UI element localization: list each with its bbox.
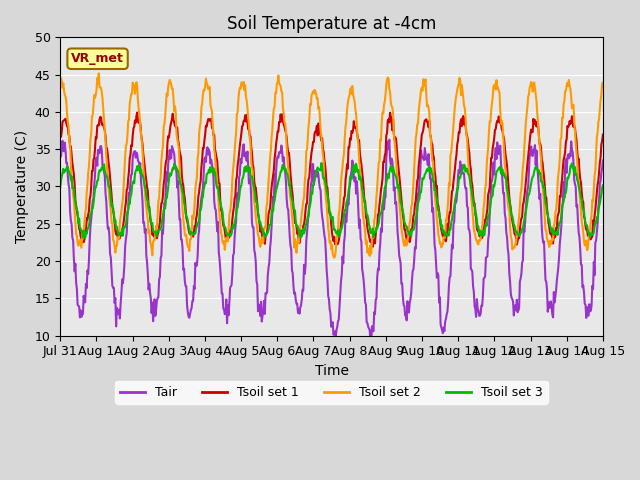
Tsoil set 2 [67, 141, 74, 147]
Tair [206, 150, 214, 156]
Tsoil set 1 [207, 117, 214, 122]
Tsoil set 2 [330, 255, 338, 261]
Tair [56, 155, 64, 160]
Tair [177, 237, 185, 242]
Tsoil set 1 [122, 200, 130, 205]
Tsoil set 3 [56, 184, 64, 190]
Tsoil set 1 [399, 212, 407, 218]
Tsoil set 2 [95, 71, 102, 76]
Tsoil set 1 [133, 109, 141, 115]
Tair [385, 137, 393, 143]
Line: Tsoil set 3: Tsoil set 3 [60, 163, 603, 238]
Tair [399, 294, 407, 300]
Legend: Tair, Tsoil set 1, Tsoil set 2, Tsoil set 3: Tair, Tsoil set 1, Tsoil set 2, Tsoil se… [115, 381, 548, 404]
Tsoil set 3 [81, 235, 89, 240]
Tsoil set 3 [207, 164, 214, 170]
Line: Tair: Tair [60, 140, 603, 345]
Tsoil set 3 [415, 198, 422, 204]
Tsoil set 1 [56, 133, 64, 139]
Tair [415, 192, 422, 198]
Tsoil set 3 [317, 160, 325, 166]
Tsoil set 3 [123, 215, 131, 221]
Tair [67, 208, 74, 214]
Tsoil set 3 [67, 172, 74, 178]
Tsoil set 2 [599, 80, 607, 85]
Tsoil set 2 [123, 141, 131, 146]
Tsoil set 2 [415, 108, 422, 114]
Line: Tsoil set 2: Tsoil set 2 [60, 73, 603, 258]
Tsoil set 3 [178, 185, 186, 191]
Tsoil set 2 [56, 80, 64, 85]
Title: Soil Temperature at -4cm: Soil Temperature at -4cm [227, 15, 436, 33]
Tsoil set 2 [207, 102, 214, 108]
Tair [367, 342, 375, 348]
Tsoil set 2 [178, 190, 186, 195]
Tsoil set 3 [399, 208, 407, 214]
Tsoil set 1 [369, 244, 376, 250]
Tsoil set 1 [67, 145, 74, 151]
Tsoil set 3 [599, 182, 607, 188]
Line: Tsoil set 1: Tsoil set 1 [60, 112, 603, 247]
Tair [599, 157, 607, 163]
X-axis label: Time: Time [315, 364, 349, 378]
Tsoil set 1 [415, 162, 422, 168]
Tair [122, 236, 130, 241]
Tsoil set 1 [599, 132, 607, 138]
Y-axis label: Temperature (C): Temperature (C) [15, 130, 29, 243]
Tsoil set 1 [178, 172, 186, 178]
Tsoil set 2 [399, 236, 407, 241]
Text: VR_met: VR_met [71, 52, 124, 65]
